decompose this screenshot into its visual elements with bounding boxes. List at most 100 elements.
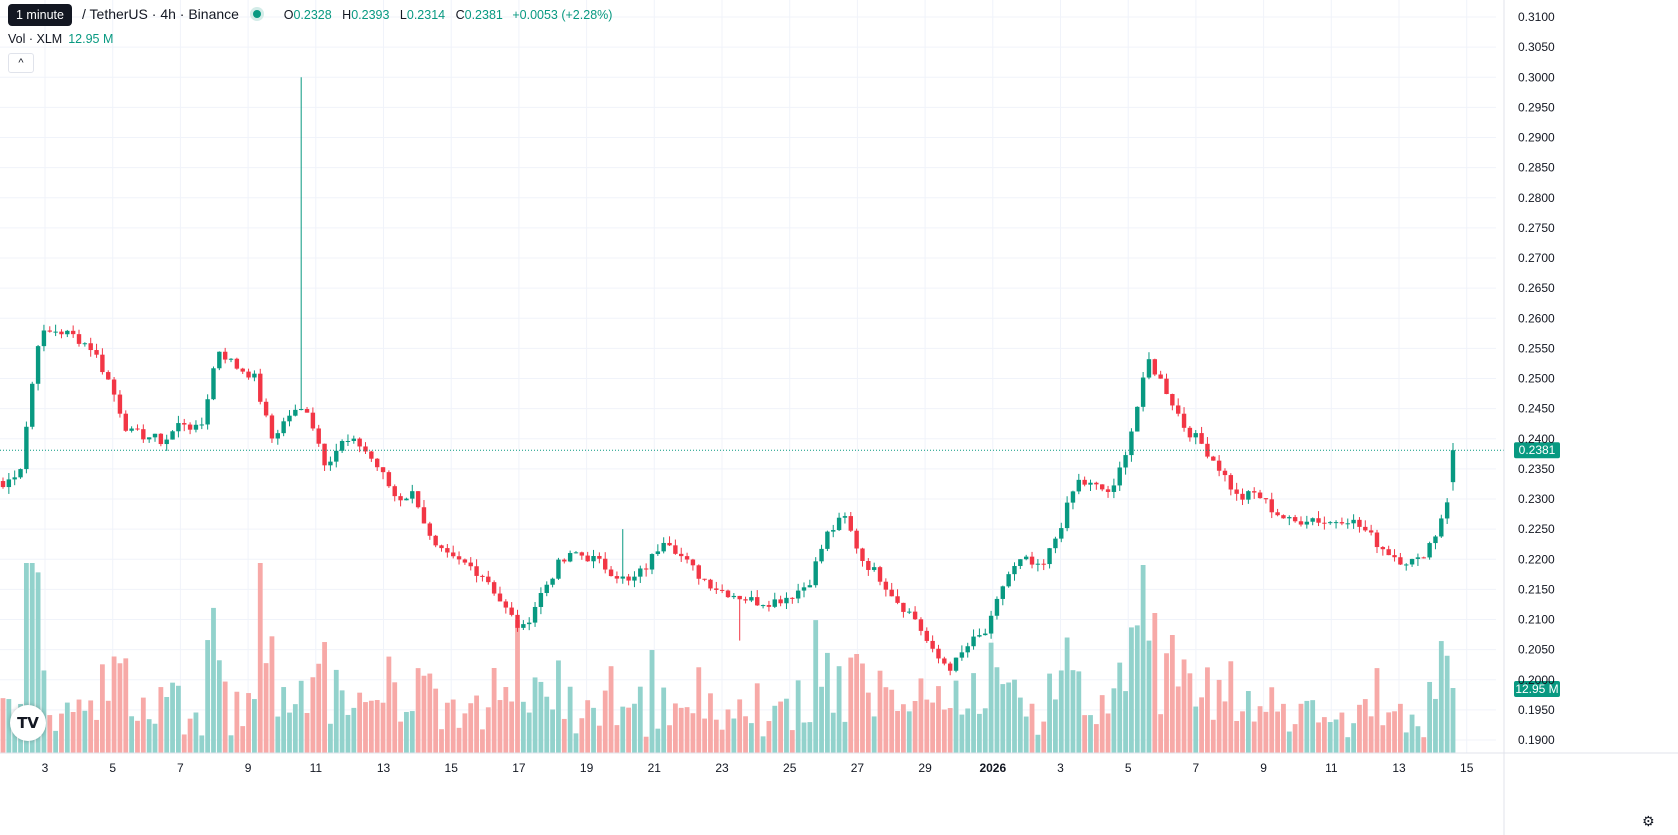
volume-bar <box>257 563 263 753</box>
chevron-up-icon[interactable]: ^ <box>8 53 34 73</box>
volume-bar <box>322 642 327 753</box>
candle-body <box>374 458 380 468</box>
volume-bar <box>345 714 351 753</box>
chart-grid <box>0 0 1496 753</box>
candle-body <box>1094 482 1099 485</box>
candle-body <box>877 567 883 582</box>
candle-body <box>47 330 52 332</box>
candle-body <box>176 423 181 432</box>
volume-bar <box>263 663 269 753</box>
candle-body <box>860 548 865 561</box>
candle-body <box>889 589 894 597</box>
volume-bar <box>643 736 649 753</box>
candle-body <box>883 581 889 590</box>
volume-bar <box>47 715 53 753</box>
volume-bar <box>1397 703 1403 753</box>
y-tick-label: 0.2200 <box>1518 552 1555 566</box>
symbol-title[interactable]: / TetherUS · 4h · Binance <box>82 6 239 22</box>
volume-bar <box>579 718 585 753</box>
candle-body <box>1322 522 1327 524</box>
candle-body <box>258 373 263 402</box>
volume-bar <box>854 654 860 753</box>
candle-body <box>1275 512 1280 516</box>
candle-body <box>293 409 298 416</box>
volume-bar <box>626 707 632 753</box>
candle-body <box>790 597 795 599</box>
candle-body <box>708 579 713 589</box>
candle-body <box>287 415 292 422</box>
volume-bar <box>1386 712 1392 753</box>
volume-bar <box>632 703 637 753</box>
volume-bar <box>275 716 281 753</box>
volume-bar <box>1216 679 1222 753</box>
volume-bar <box>316 663 322 753</box>
y-tick-label: 0.2300 <box>1518 492 1555 506</box>
candle-body <box>1398 557 1403 565</box>
candle-body <box>421 507 427 524</box>
candle-body <box>1146 359 1152 378</box>
change-value: +0.0053 (+2.28%) <box>512 8 613 22</box>
candle-body <box>731 595 737 598</box>
volume-bar <box>760 736 766 753</box>
volume-bar <box>1012 679 1017 753</box>
candle-body <box>1292 517 1298 522</box>
candle-body <box>573 552 579 554</box>
candle-body <box>755 597 760 606</box>
candle-body <box>1129 431 1134 456</box>
volume-bar <box>725 709 731 753</box>
candle-body <box>836 517 842 531</box>
candle-body <box>977 635 982 637</box>
candle-body <box>1176 405 1181 414</box>
volume-bar <box>1362 699 1368 753</box>
x-tick-label: 5 <box>109 761 116 775</box>
candle-body <box>848 516 853 531</box>
x-tick-label: 9 <box>1260 761 1267 775</box>
candle-body <box>1023 556 1029 560</box>
y-tick-label: 0.1950 <box>1518 703 1555 717</box>
candle-body <box>234 358 240 369</box>
candle-body <box>1029 556 1035 565</box>
volume-bar <box>912 700 918 753</box>
candle-body <box>88 343 93 351</box>
candle-body <box>795 590 801 599</box>
volume-bar <box>824 652 830 753</box>
candle-body <box>509 607 514 615</box>
candle-body <box>1316 518 1321 523</box>
candle-body <box>567 553 573 562</box>
volume-bar <box>719 729 725 753</box>
volume-bar <box>357 692 363 753</box>
volume-bar <box>754 683 760 753</box>
volume-bar <box>1380 725 1386 753</box>
candle-body <box>1088 482 1093 485</box>
volume-bar <box>1146 640 1152 753</box>
volume-bar <box>1205 667 1210 753</box>
candle-body <box>772 599 777 607</box>
volume-bar <box>602 690 608 753</box>
candle-body <box>433 535 438 546</box>
volume-bar <box>977 713 982 753</box>
volume-bar <box>12 720 18 753</box>
volume-bar <box>901 704 906 753</box>
candle-body <box>1287 517 1292 519</box>
candle-body <box>246 371 251 378</box>
volume-label[interactable]: Vol · XLM <box>8 32 63 46</box>
volume-bar <box>94 719 99 753</box>
volume-bar <box>789 730 795 753</box>
candle-body <box>222 351 228 360</box>
candle-body <box>164 439 169 445</box>
candle-body <box>1269 499 1274 513</box>
candle-body <box>6 479 12 488</box>
candle-body <box>988 615 994 634</box>
volume-bar <box>374 700 380 753</box>
volume-bar <box>1006 682 1012 753</box>
y-tick-label: 0.2950 <box>1518 100 1555 114</box>
candle-body <box>1409 558 1415 565</box>
gear-icon[interactable]: ⚙ <box>1642 814 1655 830</box>
candle-body <box>59 331 64 335</box>
candle-body <box>1211 456 1216 461</box>
volume-bar <box>556 660 561 753</box>
candle-body <box>1018 559 1023 567</box>
tradingview-logo-icon[interactable]: TV <box>10 705 46 741</box>
volume-bar <box>614 725 620 753</box>
